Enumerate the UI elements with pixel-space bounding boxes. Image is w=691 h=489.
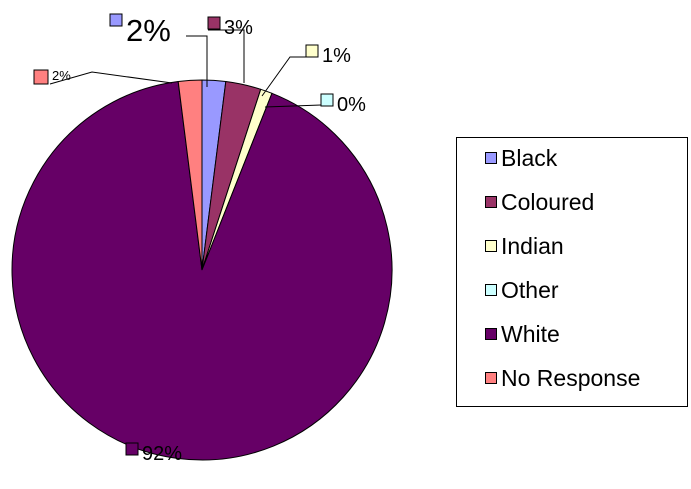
legend-item-no-response: No Response bbox=[485, 364, 641, 391]
pie-slice-white bbox=[11, 80, 393, 461]
data-label-swatch-other bbox=[320, 93, 334, 107]
legend-label-black: Black bbox=[501, 144, 558, 171]
leader-line-indian bbox=[261, 56, 306, 97]
legend-label-coloured: Coloured bbox=[501, 188, 595, 215]
data-label-no-response: 2% bbox=[52, 68, 71, 83]
legend-label-indian: Indian bbox=[501, 232, 564, 259]
data-label-swatch-coloured bbox=[207, 16, 221, 30]
data-label-swatch-white bbox=[125, 442, 139, 456]
data-label-indian: 1% bbox=[322, 45, 351, 67]
legend-swatch-white bbox=[485, 328, 497, 340]
data-label-swatch-indian bbox=[305, 44, 319, 58]
legend-label-other: Other bbox=[501, 276, 559, 303]
data-label-white: 92% bbox=[142, 443, 182, 465]
legend-label-white: White bbox=[501, 320, 560, 347]
data-label-swatch-black bbox=[109, 13, 123, 27]
legend-item-black: Black bbox=[485, 144, 558, 171]
leader-line-other bbox=[264, 104, 322, 108]
data-label-coloured: 3% bbox=[224, 17, 253, 39]
pie-slice-no-response bbox=[177, 79, 203, 271]
leader-line-no-response bbox=[49, 71, 173, 85]
legend-item-indian: Indian bbox=[485, 232, 564, 259]
data-label-other: 0% bbox=[337, 94, 366, 116]
legend: Black Coloured Indian Other White No Response bbox=[456, 137, 688, 407]
legend-swatch-no-response bbox=[485, 372, 497, 384]
legend-swatch-other bbox=[485, 284, 497, 296]
legend-item-white: White bbox=[485, 320, 560, 347]
legend-label-no-response: No Response bbox=[501, 364, 641, 391]
data-label-swatch-no-response bbox=[33, 69, 49, 85]
legend-swatch-black bbox=[485, 152, 497, 164]
legend-swatch-indian bbox=[485, 240, 497, 252]
data-label-black: 2% bbox=[126, 13, 171, 48]
leader-line-coloured bbox=[208, 29, 245, 83]
leader-line-black bbox=[186, 35, 208, 87]
legend-item-other: Other bbox=[485, 276, 559, 303]
legend-swatch-coloured bbox=[485, 196, 497, 208]
legend-item-coloured: Coloured bbox=[485, 188, 595, 215]
